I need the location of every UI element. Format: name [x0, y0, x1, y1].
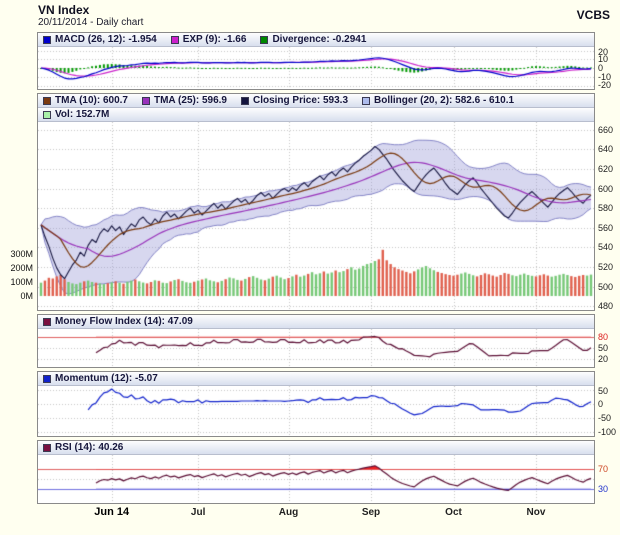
legend-item-closing-price: Closing Price: 593.3: [240, 95, 349, 106]
legend-item-momentum: Momentum (12): -5.07: [43, 373, 158, 384]
volume-axis-tick: 0M: [20, 291, 33, 301]
x-axis-month-label: Sep: [361, 507, 381, 518]
x-axis-month-label: Jul: [190, 507, 206, 518]
rsi-plot-canvas: [38, 455, 594, 503]
price-legend-row-1: TMA (10): 600.7 TMA (25): 596.9 Closing …: [38, 94, 594, 108]
mfi-legend: Money Flow Index (14): 47.09: [38, 315, 594, 329]
x-axis-month-label: Oct: [445, 507, 462, 518]
y-axis-tick: 80: [598, 331, 609, 342]
y-axis-tick: 20: [598, 354, 609, 365]
y-axis-tick: 520: [598, 261, 614, 272]
bollinger-swatch: [362, 96, 371, 105]
legend-label: RSI (14): 40.26: [55, 442, 124, 453]
legend-item-tma25: TMA (25): 596.9: [141, 95, 227, 106]
y-axis-tick: 660: [598, 124, 614, 135]
legend-label: Divergence: -0.2941: [272, 34, 367, 45]
volume-axis-tick: 100M: [10, 277, 33, 287]
rsi-panel: RSI (14): 40.26: [37, 440, 595, 504]
macd-line-swatch: [43, 35, 51, 44]
y-axis-tick: 600: [598, 183, 614, 194]
x-axis-labels: Jun 14 Jul Aug Sep Oct Nov: [38, 505, 594, 521]
y-axis-tick: 50: [598, 386, 609, 396]
mfi-plot-canvas: [38, 329, 594, 367]
volume-y-axis: 300M 200M 100M 0M: [2, 122, 35, 310]
y-axis-tick: 480: [598, 301, 614, 311]
macd-panel: MACD (26, 12): -1.954 EXP (9): -1.66 Div…: [37, 32, 595, 90]
legend-item-volume: Vol: 152.7M: [43, 109, 109, 120]
macd-plot-canvas: [38, 47, 594, 89]
mfi-panel: Money Flow Index (14): 47.09: [37, 314, 595, 368]
legend-label: EXP (9): -1.66: [182, 34, 247, 45]
legend-item-rsi: RSI (14): 40.26: [43, 442, 123, 453]
y-axis-tick: -20: [598, 80, 612, 90]
legend-label: Bollinger (20, 2): 582.6 - 610.1: [374, 95, 515, 106]
legend-item-bollinger: Bollinger (20, 2): 582.6 - 610.1: [362, 95, 514, 106]
price-plot-canvas: [38, 122, 594, 310]
legend-label: Closing Price: 593.3: [252, 95, 349, 106]
y-axis-tick: -10: [598, 71, 612, 82]
chart-subtitle: 20/11/2014 - Daily chart: [38, 17, 144, 28]
momentum-panel: Momentum (12): -5.07: [37, 371, 595, 437]
y-axis-tick: 560: [598, 222, 614, 233]
y-axis-tick: 0: [598, 399, 604, 410]
legend-item-mfi: Money Flow Index (14): 47.09: [43, 316, 193, 327]
x-axis-month-label: Aug: [278, 507, 299, 518]
y-axis-tick: 50: [598, 343, 609, 353]
momentum-plot-canvas: [38, 386, 594, 436]
closing-price-swatch: [240, 96, 249, 105]
exp-line-swatch: [170, 35, 179, 44]
y-axis-tick: -50: [598, 412, 612, 423]
momentum-swatch: [43, 374, 51, 383]
y-axis-tick: 580: [598, 203, 614, 214]
legend-label: TMA (25): 596.9: [153, 95, 227, 106]
y-axis-tick: 70: [598, 464, 609, 475]
legend-item-macd: MACD (26, 12): -1.954: [43, 34, 157, 45]
y-axis-tick: 0: [598, 63, 604, 73]
y-axis-tick: 30: [598, 483, 609, 494]
y-axis-tick: 640: [598, 144, 614, 155]
legend-label: Momentum (12): -5.07: [55, 373, 158, 384]
price-legend-row-2: Vol: 152.7M: [38, 108, 594, 122]
macd-legend: MACD (26, 12): -1.954 EXP (9): -1.66 Div…: [38, 33, 594, 47]
y-axis-tick: 20: [598, 47, 609, 57]
volume-axis-tick: 300M: [10, 249, 33, 259]
rsi-y-axis: 70 30: [598, 455, 620, 503]
y-axis-tick: -100: [598, 426, 617, 437]
y-axis-tick: 620: [598, 164, 614, 174]
rsi-legend: RSI (14): 40.26: [38, 441, 594, 455]
legend-label: TMA (10): 600.7: [55, 95, 128, 106]
mfi-y-axis: 80 50 20: [598, 329, 620, 367]
legend-label: Money Flow Index (14): 47.09: [55, 316, 193, 327]
tma10-swatch: [43, 96, 51, 105]
x-axis-month-label: Jun 14: [94, 506, 130, 518]
legend-item-exp: EXP (9): -1.66: [170, 34, 247, 45]
macd-y-axis: 20 10 0 -10 -20: [598, 47, 620, 90]
legend-item-divergence: Divergence: -0.2941: [260, 34, 366, 45]
divergence-swatch: [260, 35, 269, 44]
brand-logo: VCBS: [576, 8, 610, 22]
rsi-swatch: [43, 443, 51, 452]
price-y-axis: 660 640 620 600 580 560 540 520 500 480: [598, 122, 620, 311]
legend-item-tma10: TMA (10): 600.7: [43, 95, 128, 106]
page-title: VN Index: [38, 3, 90, 17]
legend-label: MACD (26, 12): -1.954: [55, 34, 157, 45]
momentum-legend: Momentum (12): -5.07: [38, 372, 594, 386]
y-axis-tick: 540: [598, 242, 614, 253]
volume-swatch: [43, 110, 51, 119]
volume-axis-tick: 200M: [10, 263, 33, 273]
y-axis-tick: 10: [598, 54, 609, 65]
legend-label: Vol: 152.7M: [55, 109, 110, 120]
x-axis-month-label: Nov: [526, 507, 546, 518]
momentum-y-axis: 50 0 -50 -100: [598, 386, 620, 437]
price-panel: TMA (10): 600.7 TMA (25): 596.9 Closing …: [37, 93, 595, 311]
tma25-swatch: [141, 96, 150, 105]
y-axis-tick: 500: [598, 281, 614, 292]
mfi-swatch: [43, 317, 51, 326]
